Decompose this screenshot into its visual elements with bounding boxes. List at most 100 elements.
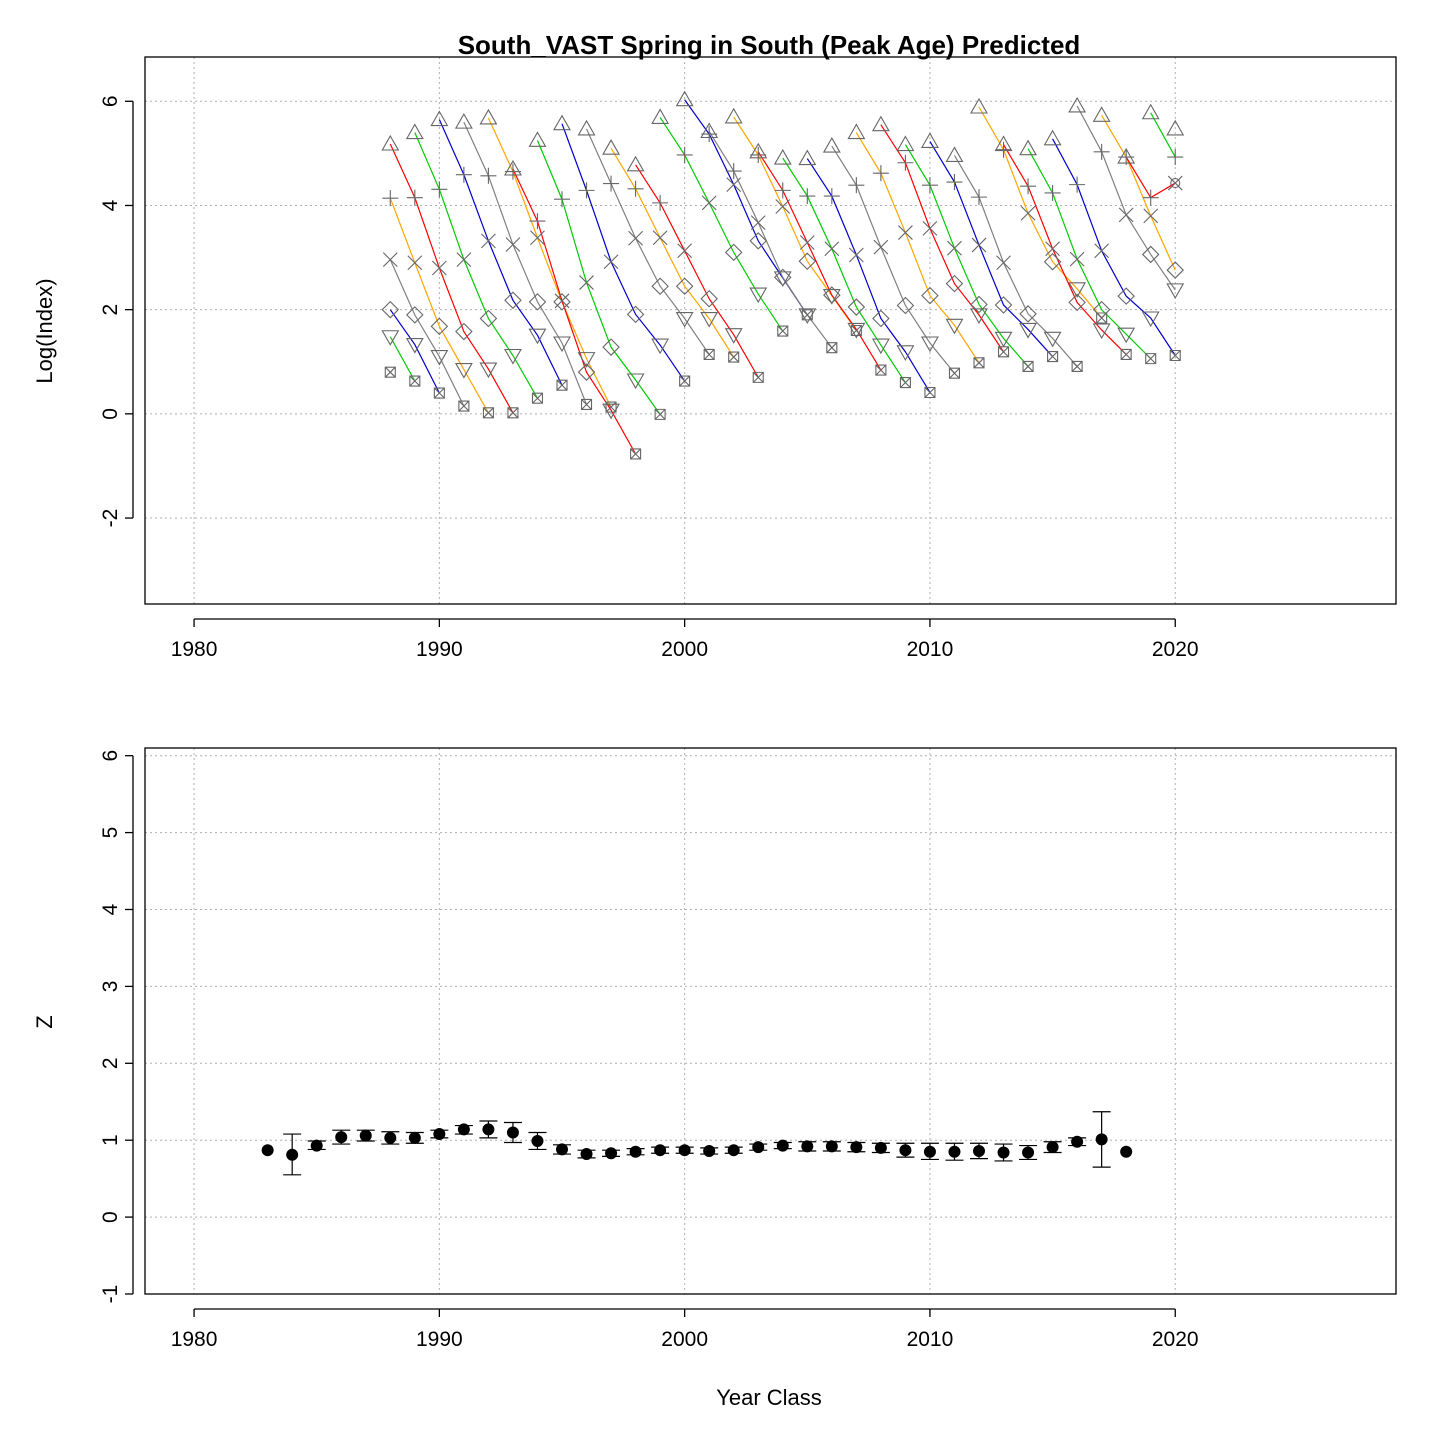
age-2-marker (1020, 178, 1037, 195)
age-4-marker (1043, 252, 1062, 271)
z-point (654, 1144, 667, 1157)
age-5-marker (847, 322, 866, 339)
z-point (580, 1148, 593, 1161)
z-point (556, 1143, 568, 1156)
age-3-marker (530, 230, 545, 246)
age-4-marker (651, 277, 669, 295)
age-2-marker (823, 188, 840, 205)
age-1-marker (920, 132, 939, 148)
cohort-line (1101, 115, 1176, 271)
top-frame (144, 56, 1397, 605)
age-5-marker (675, 311, 694, 328)
age-3-marker (824, 241, 840, 257)
age-5-marker (1117, 327, 1136, 344)
cohort-line (659, 117, 784, 332)
age-3-marker (456, 252, 472, 268)
age-2-marker (431, 181, 448, 198)
chart-title: South_VAST Spring in South (Peak Age) Pr… (458, 30, 1081, 60)
z-error-bars (283, 1111, 1111, 1176)
age-3-marker (1094, 243, 1110, 259)
bottom-x-tick-label: 2000 (661, 1328, 708, 1351)
age-6-marker (728, 351, 740, 363)
top-x-tick-label: 1980 (171, 638, 218, 661)
age-2-marker (799, 188, 816, 205)
age-4-marker (749, 232, 768, 250)
top-x-tick-label: 2000 (661, 638, 708, 661)
age-2-marker (897, 154, 914, 171)
age-6-marker (482, 407, 494, 419)
age-1-marker (430, 110, 449, 127)
age-5-marker (773, 271, 792, 287)
age-6-marker (458, 400, 470, 412)
age-5-marker (381, 330, 400, 346)
age-5-marker (896, 345, 915, 361)
bottom-y-tick-label: 1 (99, 1134, 122, 1146)
age-6-marker (580, 398, 593, 411)
age-2-marker (1069, 176, 1086, 193)
age-1-marker (577, 119, 596, 136)
z-point (1046, 1141, 1059, 1154)
cohort-line (757, 151, 882, 371)
cohort-line (389, 259, 465, 407)
age-4-marker (1141, 245, 1160, 264)
top-x-tick-label: 2020 (1152, 638, 1199, 661)
age-2-marker (995, 141, 1012, 158)
z-point (948, 1145, 961, 1158)
z-point (1120, 1145, 1133, 1158)
age-6-marker (997, 346, 1010, 358)
age-2-marker (455, 166, 472, 183)
age-5-marker (871, 338, 890, 355)
age-5-marker (553, 336, 571, 353)
age-2-marker (1142, 189, 1159, 206)
bottom-y-tick-label: 4 (99, 903, 122, 915)
age-2-marker (554, 191, 570, 208)
age-6-marker (1145, 353, 1157, 365)
z-point (752, 1141, 765, 1154)
age-1-marker (798, 149, 817, 166)
z-point (997, 1146, 1010, 1159)
age-5-marker (945, 318, 964, 335)
age-5-marker (1068, 282, 1087, 298)
age-4-marker (700, 289, 718, 308)
age-6-marker (433, 387, 445, 399)
age-6-marker (679, 375, 691, 387)
age-6-marker (605, 401, 617, 413)
z-point (433, 1128, 446, 1141)
age-3-marker (775, 199, 791, 214)
bottom-x-tick-label: 1980 (171, 1328, 218, 1351)
cohort-line (389, 336, 416, 382)
age-3-marker (1069, 251, 1085, 267)
age-1-marker (675, 90, 694, 107)
top-y-tick-label: 0 (99, 408, 122, 420)
age-1-marker (454, 113, 473, 129)
age-4-marker (626, 305, 645, 324)
bottom-x-axis-label: Year Class (716, 1385, 822, 1410)
age-5-marker (405, 338, 424, 354)
age-4-marker (847, 298, 866, 316)
age-6-marker (1071, 360, 1083, 372)
age-2-marker (750, 146, 767, 163)
z-point (457, 1123, 470, 1136)
age-6-marker (899, 377, 911, 389)
z-point (1071, 1135, 1084, 1148)
age-5-marker (651, 338, 670, 355)
age-2-marker (946, 174, 963, 191)
age-4-marker (553, 293, 571, 311)
z-point (261, 1144, 274, 1157)
z-point (531, 1134, 544, 1147)
age-5-marker (994, 331, 1013, 348)
age-5-marker (724, 328, 743, 344)
age-3-marker (996, 255, 1011, 271)
top-y-axis-label: Log(Index) (32, 278, 57, 383)
age-5-marker (626, 373, 645, 390)
bottom-x-tick-label: 2020 (1152, 1328, 1199, 1351)
age-3-marker (579, 275, 594, 290)
age-3-marker (898, 225, 913, 240)
age-2-marker (872, 165, 889, 182)
top-y-tick-label: 2 (99, 304, 122, 316)
age-2-marker (504, 163, 521, 180)
age-5-marker (528, 328, 547, 345)
age-4-marker (602, 338, 620, 356)
age-3-marker (701, 195, 717, 211)
